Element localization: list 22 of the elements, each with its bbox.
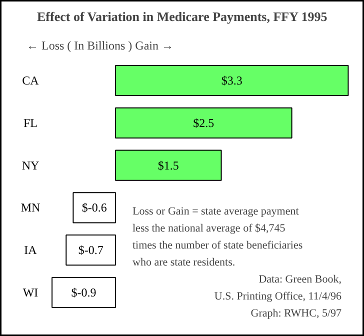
bar xyxy=(52,276,116,308)
chart-title: Effect of Variation in Medicare Payments, FFY 1995 xyxy=(37,9,328,24)
bar xyxy=(72,192,116,224)
data-label: $1.5 xyxy=(158,158,179,172)
bar xyxy=(115,64,349,96)
y-tick-label: CA xyxy=(22,74,40,88)
annotation: Loss or Gain = state average payment less the national average of $4,745 times the number of state beneficiaries who are state residents. xyxy=(132,206,303,268)
data-label: $-0.7 xyxy=(78,243,104,258)
data-label: $-0.9 xyxy=(71,286,96,300)
data-label: $2.5 xyxy=(193,116,214,130)
y-tick-label: IA xyxy=(24,243,38,258)
data-label: $-0.6 xyxy=(82,200,107,215)
bar xyxy=(66,234,116,266)
annotation: Data: Green Book, U.S. Printing Office, 11/4/96 Graph: RWHC, 5/97 xyxy=(214,274,342,320)
data-label: $3.3 xyxy=(221,74,242,88)
chart-subtitle: ← Loss ( In Billions ) Gain → xyxy=(26,38,174,52)
y-tick-label: WI xyxy=(22,286,38,300)
bar xyxy=(115,107,292,138)
y-tick-label: FL xyxy=(24,116,38,130)
bar xyxy=(115,150,222,181)
y-tick-label: NY xyxy=(22,158,40,172)
y-tick-label: MN xyxy=(20,200,40,215)
